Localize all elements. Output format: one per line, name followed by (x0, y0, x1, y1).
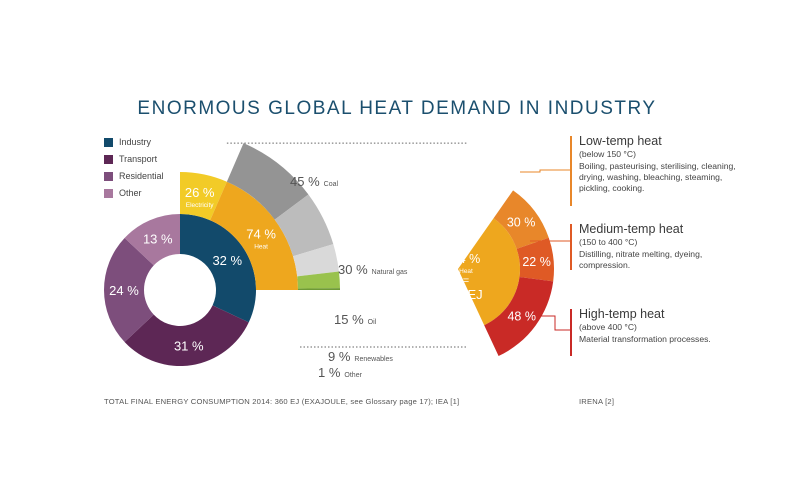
data-sublabel-heat: Heat (254, 244, 268, 251)
data-label-low-temp-heat: 30 % (507, 215, 536, 229)
slice-heat (210, 181, 298, 290)
legend-item-industry: Industry (104, 134, 164, 150)
slice-heat-total (458, 218, 520, 326)
data-label-heat: 74 % (246, 227, 276, 242)
panel-bar-high (570, 309, 572, 356)
panel-bar-medium (570, 224, 572, 270)
data-label-industry: 32 % (212, 253, 242, 268)
legend-label: Industry (119, 137, 152, 147)
data-label-medium-temp-heat: 22 % (522, 255, 551, 269)
legend-label: Other (119, 188, 142, 198)
panel-description: Distilling, nitrate melting, dyeing, com… (579, 249, 703, 270)
data-sublabel-oil: Oil (368, 319, 377, 326)
slice-medium-temp-heat (516, 237, 554, 282)
data-sublabel-renewables: Renewables (354, 356, 393, 363)
data-label-oil: 15 % Oil (334, 312, 377, 327)
chart-title: ENORMOUS GLOBAL HEAT DEMAND IN INDUSTRY (137, 98, 657, 119)
slice-high-temp-heat (484, 276, 554, 357)
legend-swatch (104, 137, 113, 147)
panel-description: Boiling, pasteurising, sterilising, clea… (579, 161, 736, 193)
legend-item-residential: Residential (104, 168, 164, 184)
data-label-other: 1 % Other (318, 365, 363, 380)
slice-residential (103, 237, 154, 343)
legend-label: Residential (119, 171, 164, 181)
center-label: 74 % (452, 252, 481, 266)
data-sublabel-coal: Coal (324, 181, 339, 188)
panel-title: High-temp heat (579, 307, 665, 321)
data-label-renewables: 9 % Renewables (328, 349, 393, 364)
data-sublabel-natural-gas: Natural gas (372, 269, 408, 276)
slice-other (124, 214, 180, 266)
center-equals: = (463, 275, 469, 287)
data-label-coal: 45 % Coal (290, 174, 338, 189)
center-sublabel: Heat (459, 268, 473, 275)
panel-range: (below 150 °C) (579, 149, 636, 159)
slice-transport (124, 305, 249, 367)
slice-coal (226, 143, 309, 220)
source-note-right: IRENA [2] (579, 397, 615, 406)
data-sublabel-other: Other (344, 372, 362, 379)
panel-range: (above 400 °C) (579, 322, 637, 332)
slice-renewables (297, 271, 340, 289)
panel-low-temp: Low-temp heat (below 150 °C) Boiling, pa… (579, 134, 739, 194)
slice-electricity (180, 172, 227, 221)
legend: Industry Transport Residential Other (104, 134, 164, 202)
data-sublabel-electricity: Electricity (186, 202, 215, 209)
panel-description: Material transformation processes. (579, 334, 711, 344)
data-label-high-temp-heat: 48 % (507, 310, 536, 324)
center-total: 85 EJ (449, 287, 482, 302)
legend-label: Transport (119, 154, 158, 164)
panel-title: Low-temp heat (579, 134, 662, 148)
data-label-natural-gas: 30 % Natural gas (338, 262, 408, 277)
data-label-transport: 31 % (174, 338, 204, 353)
panel-range: (150 to 400 °C) (579, 237, 638, 247)
panel-bar-low (570, 136, 572, 206)
source-note-left: TOTAL FINAL ENERGY CONSUMPTION 2014: 360… (104, 397, 460, 406)
panel-medium-temp: Medium-temp heat (150 to 400 °C) Distill… (579, 222, 739, 271)
panel-connector-low (520, 169, 570, 173)
slice-low-temp-heat (493, 190, 549, 249)
legend-swatch (104, 188, 113, 198)
data-label-other: 13 % (143, 232, 173, 247)
slice-other (297, 288, 340, 290)
legend-item-other: Other (104, 185, 164, 201)
panel-title: Medium-temp heat (579, 222, 684, 236)
legend-swatch (104, 154, 113, 164)
data-label-residential: 24 % (109, 283, 139, 298)
data-label-electricity: 26 % (185, 185, 215, 200)
slice-natural-gas (274, 194, 334, 257)
legend-swatch (104, 171, 113, 181)
panel-connector-high (540, 315, 570, 331)
slice-industry (180, 214, 256, 323)
legend-item-transport: Transport (104, 151, 164, 167)
panel-high-temp: High-temp heat (above 400 °C) Material t… (579, 307, 739, 345)
slice-oil (293, 244, 339, 277)
